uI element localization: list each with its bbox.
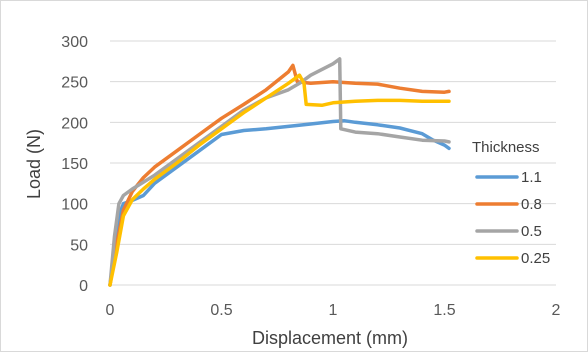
y-tick-label: 0 [79, 278, 88, 295]
legend-label-0.8: 0.8 [521, 196, 542, 213]
legend-title: Thickness [472, 139, 540, 156]
y-tick-label: 250 [61, 75, 88, 92]
y-tick-label: 150 [61, 156, 88, 173]
x-axis-ticks: 0 0.5 1 1.5 2 [106, 302, 561, 319]
x-tick-label: 2 [552, 302, 561, 319]
x-tick-label: 1 [329, 302, 338, 319]
series-layer [108, 57, 451, 287]
x-tick-label: 1.5 [433, 302, 455, 319]
legend-label-1.1: 1.1 [521, 169, 542, 186]
x-axis-title: Displacement (mm) [252, 328, 408, 348]
x-tick-label: 0 [106, 302, 115, 319]
legend-label-0.25: 0.25 [521, 250, 550, 267]
x-tick-label: 0.5 [210, 302, 232, 319]
legend-label-0.5: 0.5 [521, 223, 542, 240]
series-line-0.25 [108, 73, 451, 287]
legend: Thickness 1.1 0.8 0.5 0.25 [472, 139, 550, 267]
y-tick-label: 50 [70, 237, 88, 254]
y-axis-title: Load (N) [24, 129, 44, 199]
y-axis-ticks: 0 50 100 150 200 250 300 [61, 34, 88, 295]
y-tick-label: 300 [61, 34, 88, 51]
y-tick-label: 200 [61, 115, 88, 132]
y-tick-label: 100 [61, 197, 88, 214]
series-line-0.5 [108, 57, 451, 287]
